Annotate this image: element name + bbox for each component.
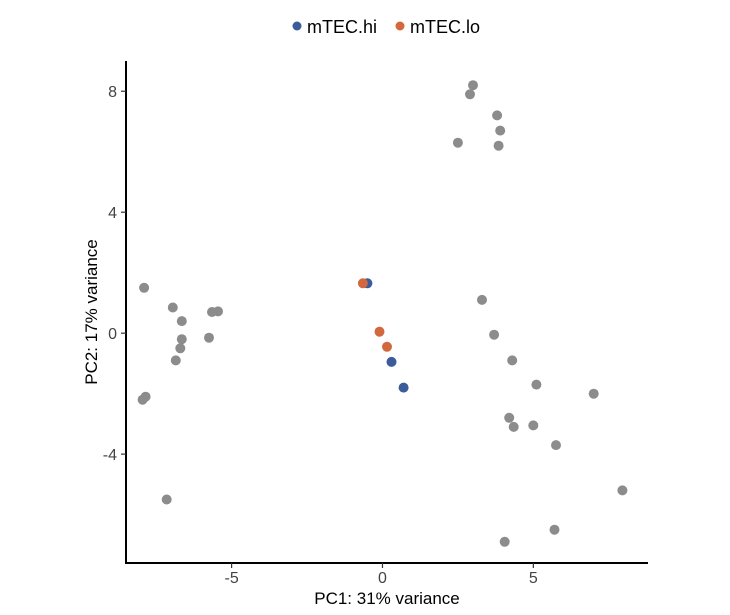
y-tick-label: -4: [103, 447, 117, 464]
data-point: [452, 137, 463, 148]
data-point: [492, 110, 503, 121]
legend-marker-mtec-hi: [292, 21, 302, 31]
legend-label-mtec-hi: mTEC.hi: [307, 17, 377, 37]
data-point: [549, 524, 560, 535]
legend-marker-mtec-lo: [395, 21, 405, 31]
data-point: [204, 332, 214, 343]
data-point: [465, 89, 475, 100]
data-point: [528, 420, 539, 431]
data-point: [167, 302, 178, 313]
data-point: [468, 80, 478, 91]
data-point: [495, 125, 506, 136]
x-axis-title: PC1: 31% variance: [314, 589, 460, 608]
data-point: [493, 140, 504, 151]
data-point: [175, 343, 186, 354]
y-tick-label: 4: [108, 205, 117, 222]
data-point: [504, 412, 515, 423]
legend: mTEC.hi mTEC.lo: [292, 17, 480, 37]
y-tick-label: 8: [108, 84, 117, 101]
data-point: [508, 421, 519, 432]
x-tick-label: 5: [529, 570, 538, 587]
data-point: [617, 485, 628, 496]
data-point: [139, 282, 150, 293]
x-tick-label: 0: [378, 570, 387, 587]
axis-ticks: -5 0 5 8 4 0 -4: [103, 84, 538, 587]
data-point: [499, 536, 510, 547]
data-point: [507, 355, 518, 366]
data-point: [382, 341, 392, 352]
x-tick-label: -5: [224, 570, 238, 587]
y-tick-label: 0: [108, 326, 117, 343]
data-point: [137, 394, 148, 405]
data-point: [374, 326, 385, 337]
legend-label-mtec-lo: mTEC.lo: [410, 17, 480, 37]
data-point: [161, 494, 172, 505]
data-point: [531, 379, 542, 390]
data-point: [386, 356, 397, 367]
data-point: [489, 329, 500, 340]
data-point: [477, 294, 487, 305]
data-point: [551, 440, 561, 451]
data-points: [137, 80, 628, 547]
data-point: [170, 355, 181, 366]
data-point: [357, 278, 368, 289]
data-point: [176, 316, 187, 327]
data-point: [588, 388, 599, 399]
data-point: [176, 334, 187, 345]
data-point: [213, 306, 223, 317]
data-point: [398, 382, 409, 393]
y-axis-title: PC2: 17% variance: [82, 239, 101, 385]
